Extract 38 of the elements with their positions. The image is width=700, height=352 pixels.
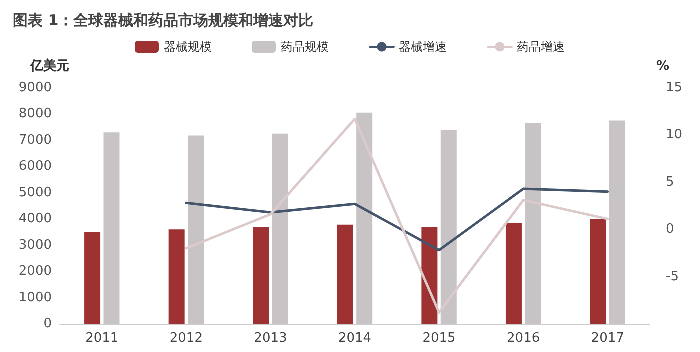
y-axis-title: 亿美元 [30,58,70,74]
y2-tick-label: 0 [666,222,674,238]
x-tick-label: 2017 [591,331,624,346]
x-tick-label: 2012 [170,331,203,346]
y-tick-label: 1000 [18,290,52,306]
x-tick-label: 2015 [422,331,456,346]
x-tick-label: 2013 [254,331,288,346]
y-tick-label: 9000 [18,80,52,96]
y-tick-label: 8000 [18,106,52,122]
bar [337,224,354,324]
x-tick-label: 2011 [86,331,119,346]
y2-tick-label: -5 [666,269,679,284]
line-series [185,188,610,252]
y2-tick-label: 10 [666,128,683,143]
y-tick-label: 7000 [18,132,52,148]
bar [590,219,606,324]
legend-label: 药品规模 [281,40,329,54]
y-tick-label: 0 [44,316,52,332]
y2-axis-title: % [656,59,670,74]
legend-label: 药品增速 [517,40,565,54]
y-tick-label: 3000 [18,238,52,253]
y2-tick-label: 5 [666,174,674,190]
y-tick-label: 6000 [18,159,52,174]
legend-label: 器械规模 [164,40,212,54]
line-series [185,118,610,314]
y-tick-label: 5000 [18,185,52,200]
x-tick-label: 2016 [507,331,540,346]
bar [506,223,522,324]
chart-title: 图表 1：全球器械和药品市场规模和增速对比 [13,12,314,30]
legend-label: 器械增速 [399,40,447,54]
y2-tick-label: 15 [666,80,683,96]
y-tick-label: 2000 [18,264,52,280]
bar [253,228,270,324]
bar [168,230,185,324]
x-tick-label: 2014 [338,331,372,346]
y-tick-label: 4000 [18,212,52,227]
bar [422,226,438,324]
bar [84,232,101,324]
